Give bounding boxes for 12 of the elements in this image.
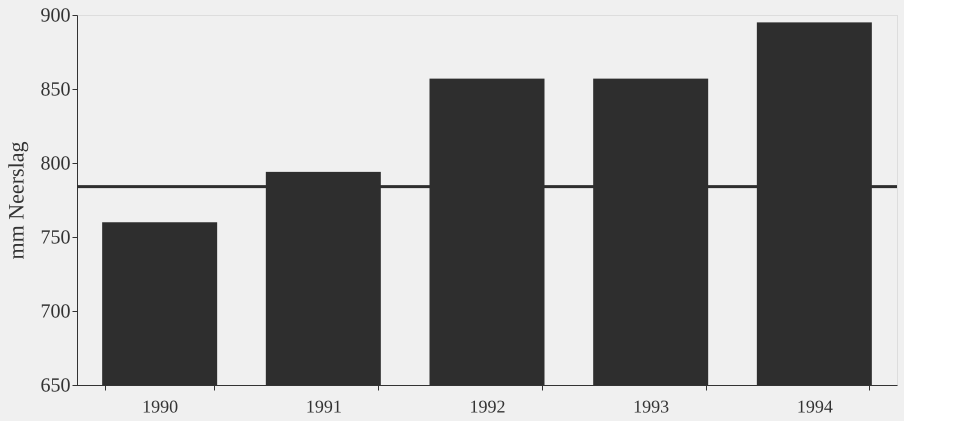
- x-tick-label: 1992: [470, 396, 506, 416]
- y-tick-label: 700: [40, 300, 70, 322]
- y-tick-label: 800: [40, 152, 70, 174]
- x-tick-label: 1994: [796, 396, 833, 416]
- y-tick-label: 850: [40, 78, 70, 100]
- y-axis-title: mm Neerslag: [4, 142, 28, 260]
- y-tick-label: 900: [40, 4, 70, 26]
- x-tick-label: 1993: [633, 396, 670, 416]
- y-tick-label: 750: [40, 226, 70, 248]
- y-tick-label: 650: [40, 374, 70, 396]
- x-tick-label: 1991: [306, 396, 342, 416]
- x-tick-label: 1990: [142, 396, 178, 416]
